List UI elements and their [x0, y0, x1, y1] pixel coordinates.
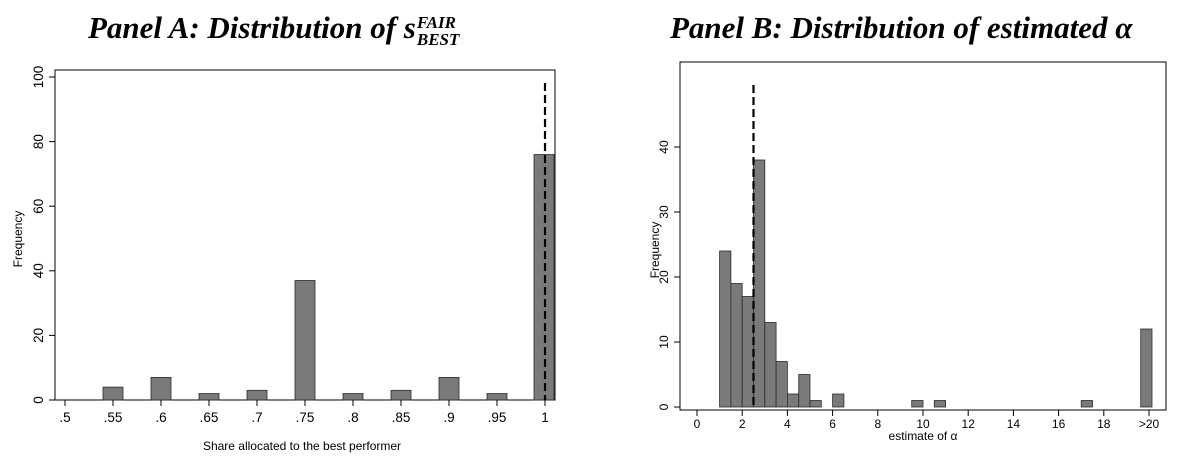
x-tick-label: .65 — [200, 410, 219, 425]
x-tick-label: 8 — [874, 417, 881, 431]
x-tick-label: .6 — [155, 410, 166, 425]
x-tick-label: .7 — [251, 410, 262, 425]
x-tick-label: .8 — [347, 410, 358, 425]
y-tick-label: 40 — [657, 140, 671, 154]
histogram-bar — [753, 159, 766, 408]
x-tick-label: 0 — [694, 417, 701, 431]
x-tick-label: .85 — [392, 410, 411, 425]
histogram-bar — [150, 376, 172, 401]
x-tick-label: >20 — [1139, 417, 1160, 431]
histogram-bar — [798, 374, 811, 408]
x-tick-label: 18 — [1097, 417, 1111, 431]
histogram-bar — [719, 250, 732, 408]
histogram-bar — [438, 376, 460, 401]
histogram-bar — [246, 389, 268, 401]
x-tick-label: 14 — [1007, 417, 1021, 431]
histogram-bar — [775, 361, 788, 408]
y-axis-label: Frequency — [648, 222, 662, 279]
histogram-bar — [198, 393, 220, 401]
x-tick-label: 1 — [541, 410, 549, 425]
histogram-bar — [764, 322, 777, 408]
x-tick-label: 16 — [1052, 417, 1066, 431]
histogram-bar — [1140, 328, 1153, 408]
histogram-bar — [486, 393, 508, 401]
histogram-bar — [911, 400, 924, 408]
chart-a: .5 .55 .6 .65 .7 .75 .8 .85 .9 .95 1 0 20 40 60 80 100 Sh… — [11, 66, 556, 453]
panel-a-title-superscript: FAIR — [416, 12, 456, 32]
histogram-bar — [741, 296, 754, 408]
histogram-bar — [809, 400, 822, 408]
x-tick-label: 4 — [784, 417, 791, 431]
x-tick-label: .55 — [104, 410, 123, 425]
y-tick-label: 20 — [31, 328, 46, 343]
panel-b-title-text: Panel B: Distribution of estimated — [670, 10, 1116, 45]
x-axis-label: Share allocated to the best performer — [203, 439, 401, 453]
panel-a-title-scripts: FAIR BEST — [417, 14, 460, 48]
histogram-bar — [787, 393, 800, 408]
y-tick-label: 60 — [31, 199, 46, 214]
x-tick-label: 12 — [962, 417, 976, 431]
x-tick-label: 2 — [739, 417, 746, 431]
x-tick-label: .75 — [296, 410, 315, 425]
y-tick-label: 0 — [657, 403, 671, 410]
y-tick-label: 100 — [31, 66, 46, 89]
y-tick-label: 40 — [31, 263, 46, 278]
y-tick-label: 20 — [657, 270, 671, 284]
x-tick-label: .95 — [488, 410, 507, 425]
histogram-bar — [102, 386, 124, 401]
y-tick-label: 30 — [657, 205, 671, 219]
panel-b-title: Panel B: Distribution of estimated α — [670, 10, 1132, 46]
x-tick-label: 10 — [916, 417, 930, 431]
x-axis-label: estimate of α — [889, 429, 958, 443]
x-tick-label: .5 — [59, 410, 70, 425]
histogram-bar — [730, 283, 743, 408]
histogram-bar — [1080, 400, 1093, 408]
panel-a-title-subscript: BEST — [416, 29, 460, 49]
chart-b: 0 2 4 6 8 10 12 14 16 18 >20 0 10 20 30 40 estimate of α… — [648, 61, 1167, 443]
panel-b-title-symbol: α — [1115, 10, 1133, 45]
histogram-bar — [390, 389, 412, 401]
y-axis-label: Frequency — [11, 211, 25, 268]
x-tick-label: 6 — [829, 417, 836, 431]
panel-a-title: Panel A: Distribution of s FAIR BEST — [88, 10, 459, 48]
histogram-bar — [933, 400, 946, 408]
histogram-bar — [342, 393, 364, 401]
panel-a-title-text: Panel A: Distribution of — [88, 10, 404, 45]
y-tick-label: 10 — [657, 335, 671, 349]
x-tick-label: .9 — [443, 410, 454, 425]
panel-a-title-symbol: s — [403, 10, 416, 45]
y-tick-label: 0 — [31, 396, 46, 404]
histogram-bar — [294, 280, 316, 401]
histogram-bar — [832, 393, 845, 408]
y-tick-label: 80 — [31, 134, 46, 149]
